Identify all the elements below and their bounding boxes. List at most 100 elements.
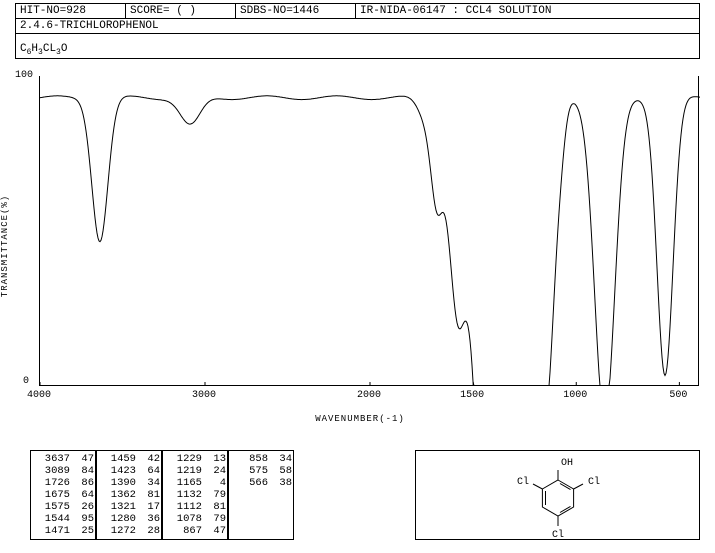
- xtick-1500: 1500: [460, 390, 484, 401]
- table-row: 308984: [32, 465, 94, 477]
- table-row: 128036: [98, 513, 160, 525]
- table-row: 85834: [230, 453, 292, 465]
- ir-info: IR-NIDA-06147 : CCL4 SOLUTION: [356, 4, 699, 18]
- xtick-3000: 3000: [192, 390, 216, 401]
- peak-t: 34: [136, 477, 160, 489]
- ir-spectrum-chart: TRANSMITTANCE(%) 100 0 40003000200015001…: [15, 76, 705, 416]
- peak-wn: 1112: [164, 501, 202, 513]
- table-row: 11654: [164, 477, 226, 489]
- peak-wn: 1675: [32, 489, 70, 501]
- xtick-4000: 4000: [27, 390, 51, 401]
- peak-wn: 3637: [32, 453, 70, 465]
- peak-wn: 1575: [32, 501, 70, 513]
- peak-t: 24: [202, 465, 226, 477]
- formula-o: O: [61, 43, 68, 55]
- peak-wn: 1219: [164, 465, 202, 477]
- table-row: 107879: [164, 513, 226, 525]
- sdbs-no: SDBS-NO=1446: [236, 4, 356, 18]
- peak-wn: 867: [164, 525, 202, 537]
- table-row: 167564: [32, 489, 94, 501]
- peak-wn: 1280: [98, 513, 136, 525]
- peak-wn: 1165: [164, 477, 202, 489]
- peak-t: 64: [70, 489, 94, 501]
- xtick-2000: 2000: [357, 390, 381, 401]
- table-row: 147125: [32, 525, 94, 537]
- peak-t: 81: [202, 501, 226, 513]
- structure-box: OH Cl Cl Cl: [415, 450, 700, 540]
- table-row: 363747: [32, 453, 94, 465]
- peak-wn: 1272: [98, 525, 136, 537]
- peak-t: 38: [268, 477, 292, 489]
- peak-wn: 1390: [98, 477, 136, 489]
- formula-c: C: [20, 43, 27, 55]
- peak-table-3: 858345755856638: [228, 450, 294, 540]
- peak-wn: 1132: [164, 489, 202, 501]
- peak-t: 42: [136, 453, 160, 465]
- table-row: 111281: [164, 501, 226, 513]
- peak-t: 4: [202, 477, 226, 489]
- table-row: 113279: [164, 489, 226, 501]
- peak-t: 58: [268, 465, 292, 477]
- header-row-1: HIT-NO=928 SCORE= ( ) SDBS-NO=1446 IR-NI…: [15, 3, 700, 19]
- formula: C6H3CL3O: [15, 42, 700, 59]
- table-row: 127228: [98, 525, 160, 537]
- peak-t: 84: [70, 465, 94, 477]
- benzene-ring: [542, 480, 573, 516]
- peak-wn: 1321: [98, 501, 136, 513]
- spectrum-line: [40, 96, 700, 386]
- bottom-panel: 3637473089841726861675641575261544951471…: [30, 450, 700, 540]
- peak-t: 95: [70, 513, 94, 525]
- table-row: 154495: [32, 513, 94, 525]
- peak-wn: 3089: [32, 465, 70, 477]
- table-row: 145942: [98, 453, 160, 465]
- header-gap: [15, 34, 700, 42]
- peak-wn: 1362: [98, 489, 136, 501]
- bond-cl-l: [533, 484, 542, 489]
- header-block: HIT-NO=928 SCORE= ( ) SDBS-NO=1446 IR-NI…: [15, 3, 700, 59]
- label-cl-r: Cl: [588, 476, 600, 488]
- hit-no: HIT-NO=928: [16, 4, 126, 18]
- peak-table-2: 1229131219241165411327911128110787986747: [162, 450, 228, 540]
- peak-t: 28: [136, 525, 160, 537]
- compound-name: 2.4.6-TRICHLOROPHENOL: [15, 19, 700, 34]
- table-row: 121924: [164, 465, 226, 477]
- peak-t: 25: [70, 525, 94, 537]
- formula-cl: CL: [43, 43, 56, 55]
- x-axis-label: WAVENUMBER(-1): [315, 414, 405, 424]
- peak-table-1: 1459421423641390341362811321171280361272…: [96, 450, 162, 540]
- peak-t: 79: [202, 489, 226, 501]
- peak-t: 47: [70, 453, 94, 465]
- table-row: 142364: [98, 465, 160, 477]
- peak-wn: 1423: [98, 465, 136, 477]
- peak-t: 64: [136, 465, 160, 477]
- plot-area: [39, 76, 699, 386]
- xtick-1000: 1000: [563, 390, 587, 401]
- peak-t: 86: [70, 477, 94, 489]
- spectrum-svg: [40, 76, 700, 386]
- peak-wn: 1471: [32, 525, 70, 537]
- table-row: 122913: [164, 453, 226, 465]
- label-oh: OH: [561, 458, 573, 469]
- peak-wn: 858: [230, 453, 268, 465]
- table-row: 157526: [32, 501, 94, 513]
- y-axis-label: TRANSMITTANCE(%): [0, 195, 10, 297]
- table-row: 136281: [98, 489, 160, 501]
- peak-t: 81: [136, 489, 160, 501]
- x-ticks: 40003000200015001000500: [39, 390, 699, 402]
- peak-t: 17: [136, 501, 160, 513]
- peak-wn: 1229: [164, 453, 202, 465]
- structure-svg: OH Cl Cl Cl: [416, 451, 701, 541]
- peak-t: 36: [136, 513, 160, 525]
- score: SCORE= ( ): [126, 4, 236, 18]
- peak-wn: 1726: [32, 477, 70, 489]
- peak-wn: 575: [230, 465, 268, 477]
- peak-t: 34: [268, 453, 292, 465]
- peak-t: 47: [202, 525, 226, 537]
- peak-wn: 1459: [98, 453, 136, 465]
- table-row: 86747: [164, 525, 226, 537]
- table-row: 172686: [32, 477, 94, 489]
- peak-wn: 566: [230, 477, 268, 489]
- table-row: 56638: [230, 477, 292, 489]
- ytick-0: 0: [23, 376, 29, 387]
- table-row: 57558: [230, 465, 292, 477]
